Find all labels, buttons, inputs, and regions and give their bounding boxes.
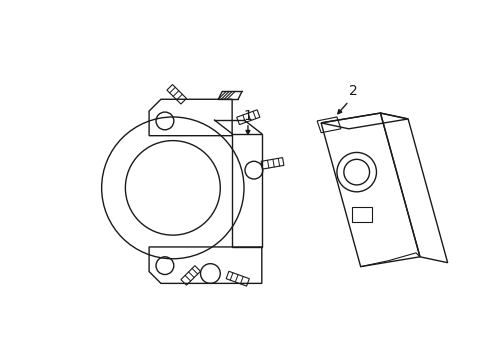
Text: 1: 1 [243, 109, 252, 123]
Text: 2: 2 [348, 84, 357, 98]
